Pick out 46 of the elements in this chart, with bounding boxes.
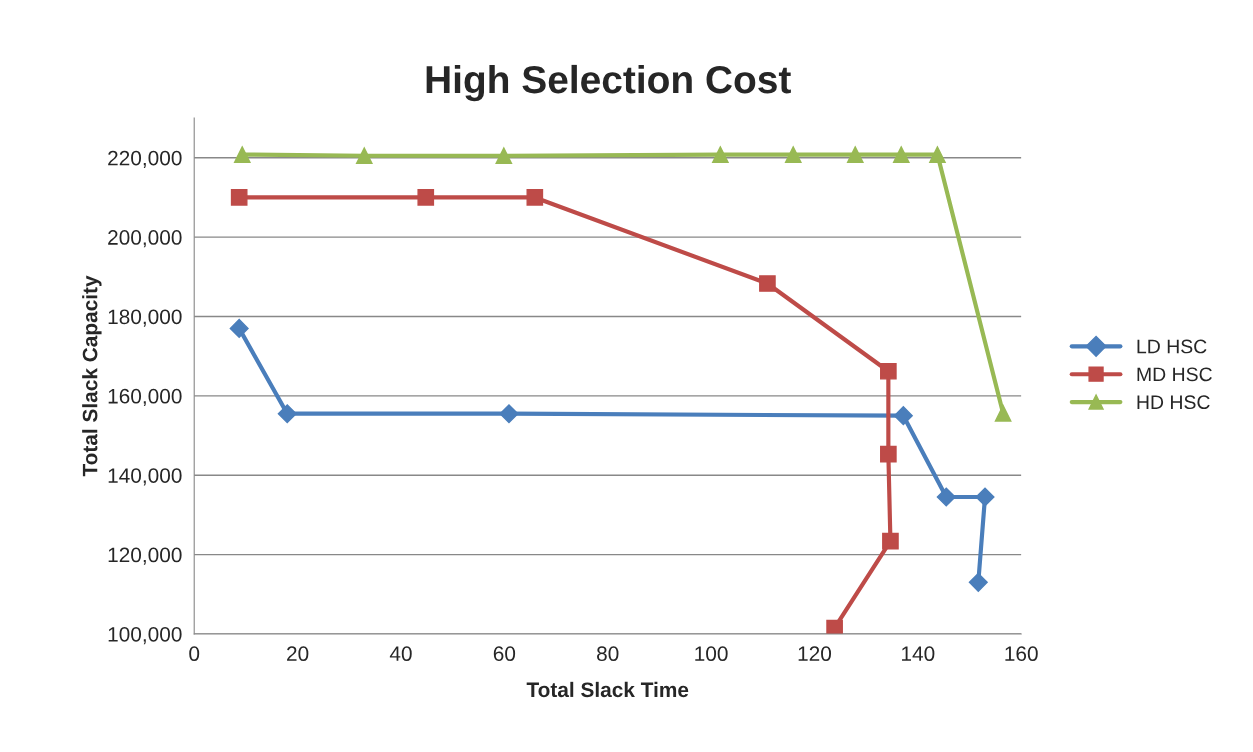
x-tick-label: 20 bbox=[287, 646, 309, 662]
point bbox=[882, 532, 899, 550]
point bbox=[230, 189, 248, 206]
y-tick-label: 200,000 bbox=[108, 230, 182, 248]
point bbox=[929, 146, 946, 163]
x-axis-title: Total Slack Time bbox=[526, 681, 689, 698]
x-tick-label: 40 bbox=[389, 646, 412, 662]
point bbox=[968, 572, 988, 592]
y-tick-label: 120,000 bbox=[108, 547, 182, 565]
point bbox=[277, 404, 297, 424]
x-tick-label: 160 bbox=[1005, 646, 1038, 662]
legend-label: MD HSC bbox=[1137, 367, 1212, 382]
point bbox=[712, 146, 729, 163]
point bbox=[975, 487, 995, 507]
point bbox=[880, 445, 897, 463]
y-axis-title: Total Slack Capacity bbox=[82, 275, 102, 477]
y-tick-label: 160,000 bbox=[108, 388, 182, 407]
y-tick-label: 140,000 bbox=[108, 468, 182, 486]
y-tick-label: 180,000 bbox=[108, 309, 182, 327]
y-tick-label: 100,000 bbox=[108, 626, 182, 645]
point bbox=[880, 362, 897, 380]
point bbox=[826, 619, 843, 634]
x-tick-label: 60 bbox=[493, 646, 516, 662]
point bbox=[499, 404, 519, 424]
legend-label: LD HSC bbox=[1137, 339, 1207, 354]
point bbox=[994, 404, 1012, 422]
x-tick-label: 80 bbox=[597, 646, 619, 662]
x-tick-label: 0 bbox=[189, 646, 200, 662]
point bbox=[233, 146, 251, 163]
x-tick-label: 120 bbox=[798, 646, 832, 662]
point bbox=[526, 189, 544, 206]
point bbox=[893, 406, 913, 426]
legend-label: HD HSC bbox=[1137, 395, 1210, 410]
point bbox=[784, 146, 802, 163]
point bbox=[495, 147, 513, 165]
point bbox=[892, 146, 910, 163]
point bbox=[846, 146, 864, 163]
chart-title: High Selection Cost bbox=[426, 64, 791, 102]
x-tick-label: 140 bbox=[902, 646, 935, 662]
y-tick-label: 220,000 bbox=[108, 150, 182, 168]
point bbox=[936, 487, 956, 507]
point bbox=[759, 275, 776, 292]
point bbox=[229, 318, 249, 338]
point bbox=[417, 189, 435, 206]
point bbox=[355, 147, 373, 165]
x-tick-label: 100 bbox=[695, 646, 728, 662]
